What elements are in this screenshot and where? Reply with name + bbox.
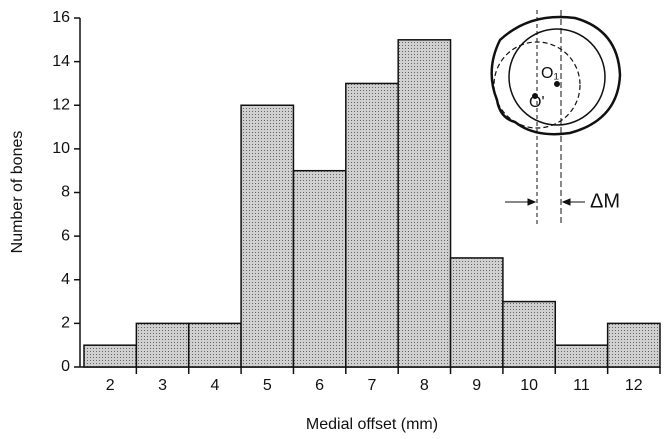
annotation: O₁ — [541, 65, 559, 82]
y-tick-label: 12 — [52, 96, 70, 113]
x-tick-label: 11 — [573, 377, 590, 394]
x-tick-label: 6 — [315, 377, 324, 394]
x-axis-label: Medial offset (mm) — [306, 416, 438, 433]
y-tick-label: 2 — [61, 315, 70, 332]
x-tick-label: 2 — [106, 377, 115, 394]
y-tick-label: 16 — [52, 9, 70, 26]
x-tick-label: 10 — [520, 377, 538, 394]
x-tick-label: 3 — [158, 377, 167, 394]
x-tick-label: 12 — [625, 377, 643, 394]
annotation: O' — [529, 94, 545, 111]
bar — [502, 300, 557, 368]
bar — [449, 257, 504, 368]
annotation: ΔM — [590, 190, 620, 212]
bar — [397, 39, 452, 368]
y-tick-label: 10 — [52, 140, 70, 157]
x-tick-label: 5 — [263, 377, 272, 394]
bar — [345, 82, 399, 368]
bar — [240, 104, 295, 368]
y-axis-label: Number of bones — [9, 131, 26, 254]
y-tick-label: 4 — [61, 271, 70, 288]
bar — [83, 344, 138, 368]
x-tick-label: 7 — [368, 377, 377, 394]
bar — [606, 322, 661, 368]
y-tick-label: 6 — [61, 227, 70, 244]
bar — [187, 322, 242, 368]
x-tick-label: 9 — [472, 377, 481, 394]
bar — [554, 344, 609, 368]
y-tick-label: 0 — [61, 358, 70, 375]
y-tick-label: 14 — [52, 53, 70, 70]
bar — [135, 322, 190, 368]
x-tick-label: 8 — [420, 377, 429, 394]
y-tick-label: 8 — [61, 184, 70, 201]
bar — [292, 169, 347, 368]
inset-diagram — [490, 10, 622, 225]
x-tick-label: 4 — [210, 377, 219, 394]
